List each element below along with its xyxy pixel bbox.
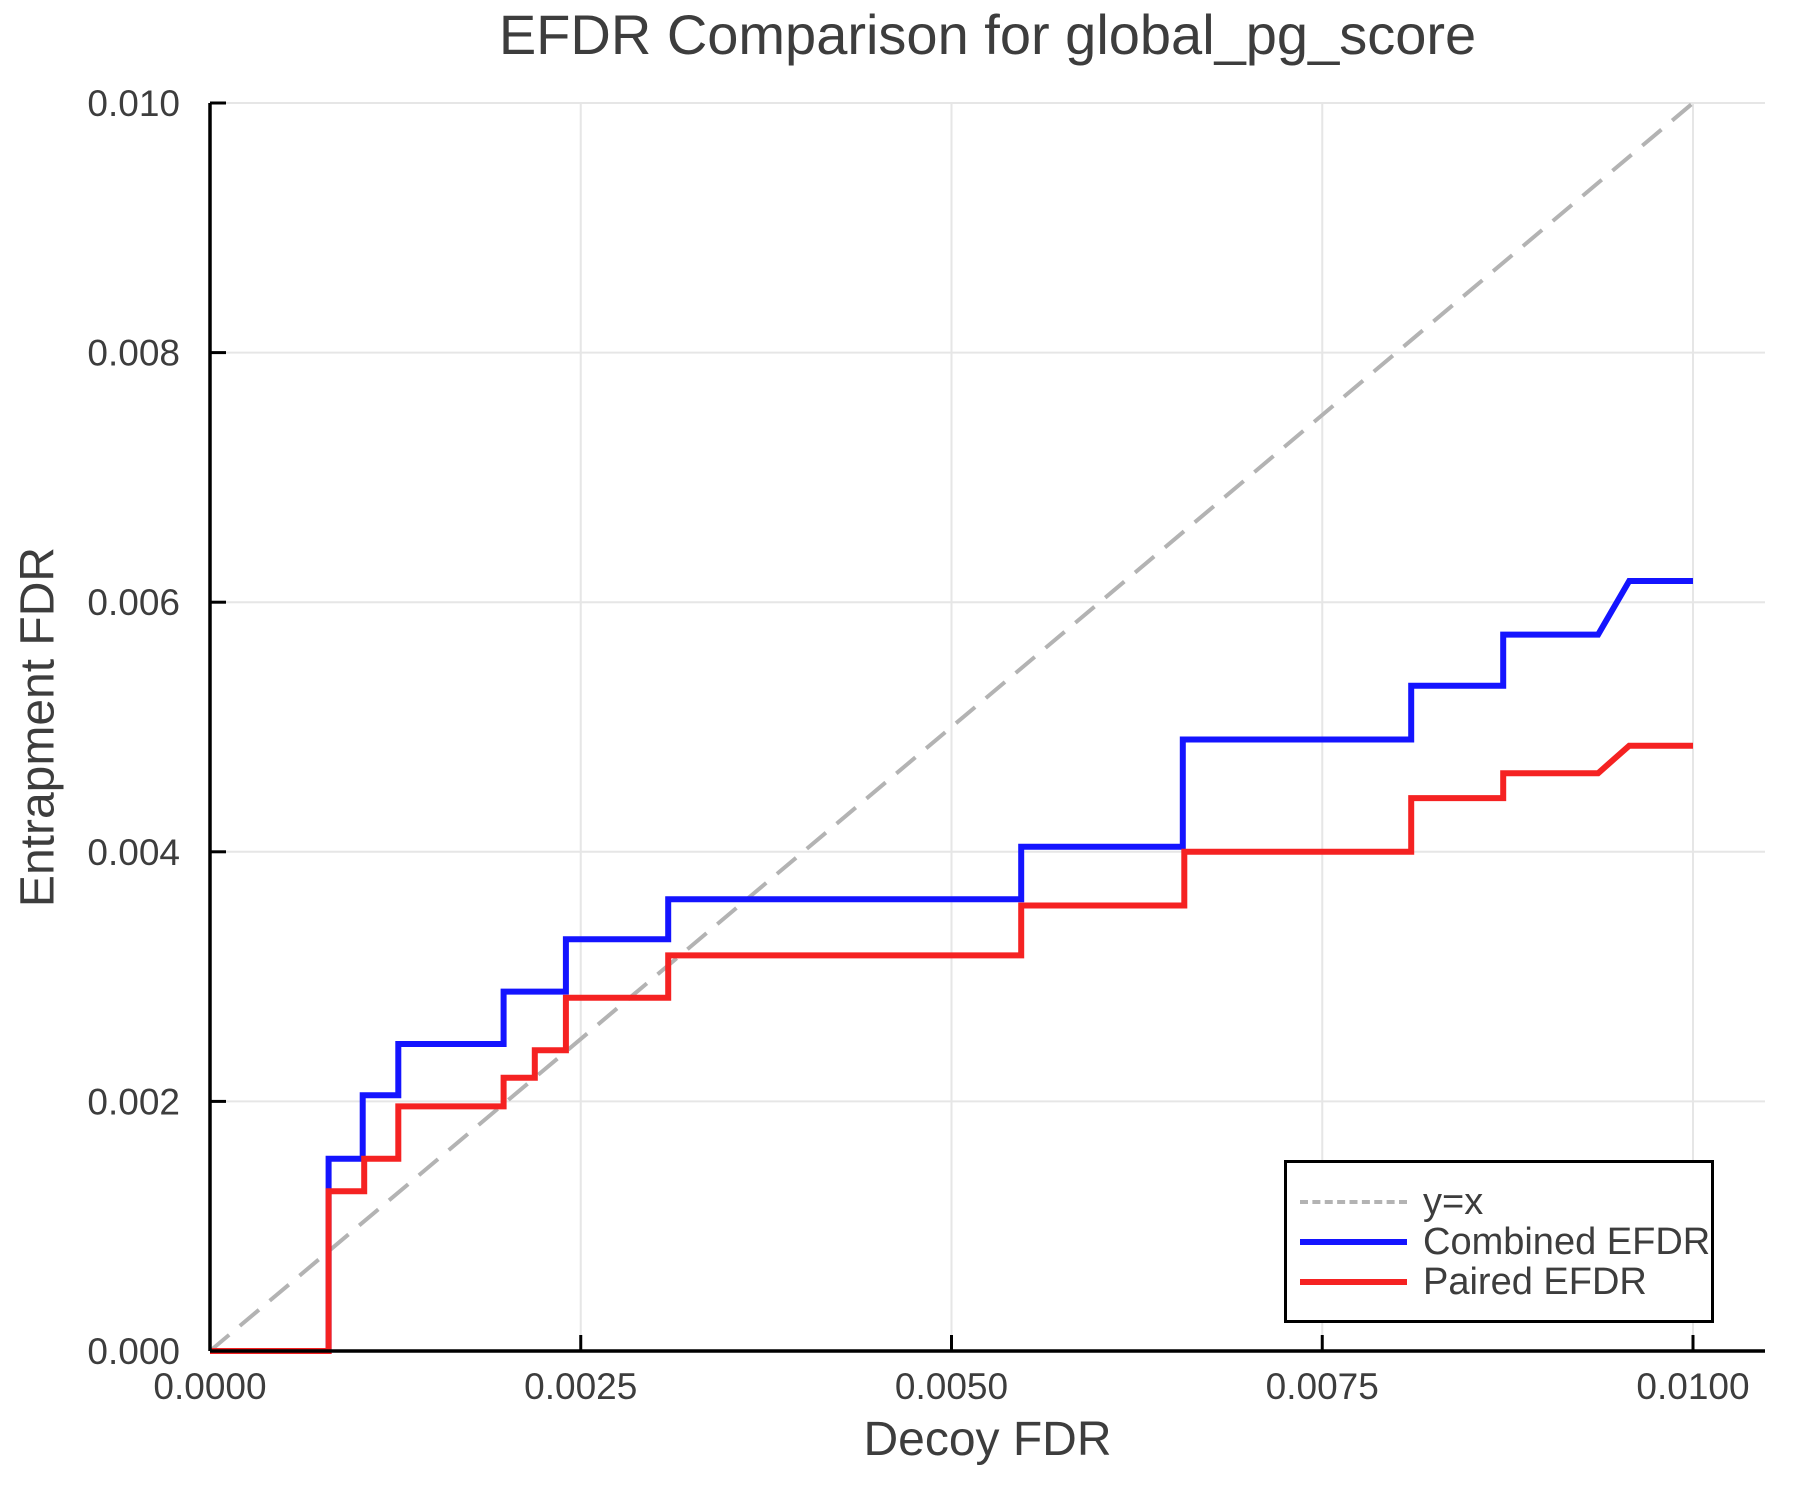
legend-item-combined-efdr: Combined EFDR xyxy=(1300,1222,1711,1262)
x-axis-label: Decoy FDR xyxy=(863,1413,1112,1466)
axes xyxy=(208,103,1765,1353)
paired-efdr-line xyxy=(210,742,1693,1354)
legend-item-yx: y=x xyxy=(1300,1182,1711,1222)
tick-labels: 0.0000 0.0025 0.0050 0.0075 0.0100 0.000 0.002… xyxy=(87,83,1749,1407)
x-tick-label: 0.0000 xyxy=(153,1366,266,1407)
y-tick-label: 0.008 xyxy=(87,333,180,374)
x-tick-label: 0.0050 xyxy=(895,1366,1008,1407)
legend-label-yx: y=x xyxy=(1423,1180,1484,1223)
combined-efdr-line xyxy=(210,578,1693,1354)
y-tick-label: 0.000 xyxy=(87,1331,180,1372)
yx-reference-line xyxy=(208,101,1695,1353)
legend-dashed-line-icon xyxy=(1300,1199,1407,1204)
legend-label-paired-efdr: Paired EFDR xyxy=(1423,1260,1647,1303)
legend-item-paired-efdr: Paired EFDR xyxy=(1300,1262,1711,1302)
x-tick-label: 0.0100 xyxy=(1636,1366,1749,1407)
y-tick-label: 0.002 xyxy=(87,1081,180,1122)
chart-title: EFDR Comparison for global_pg_score xyxy=(498,3,1477,66)
y-tick-label: 0.006 xyxy=(87,582,180,623)
y-tick-label: 0.010 xyxy=(87,83,180,124)
y-tick-label: 0.004 xyxy=(87,832,180,873)
x-tick-label: 0.0025 xyxy=(524,1366,637,1407)
legend: y=x Combined EFDR Paired EFDR xyxy=(1284,1160,1714,1323)
legend-blue-line-icon xyxy=(1300,1238,1407,1245)
legend-red-line-icon xyxy=(1300,1278,1407,1285)
tick-marks xyxy=(208,101,1695,1353)
x-tick-label: 0.0075 xyxy=(1266,1366,1379,1407)
gridlines xyxy=(210,102,1765,1351)
legend-label-combined-efdr: Combined EFDR xyxy=(1423,1220,1711,1263)
